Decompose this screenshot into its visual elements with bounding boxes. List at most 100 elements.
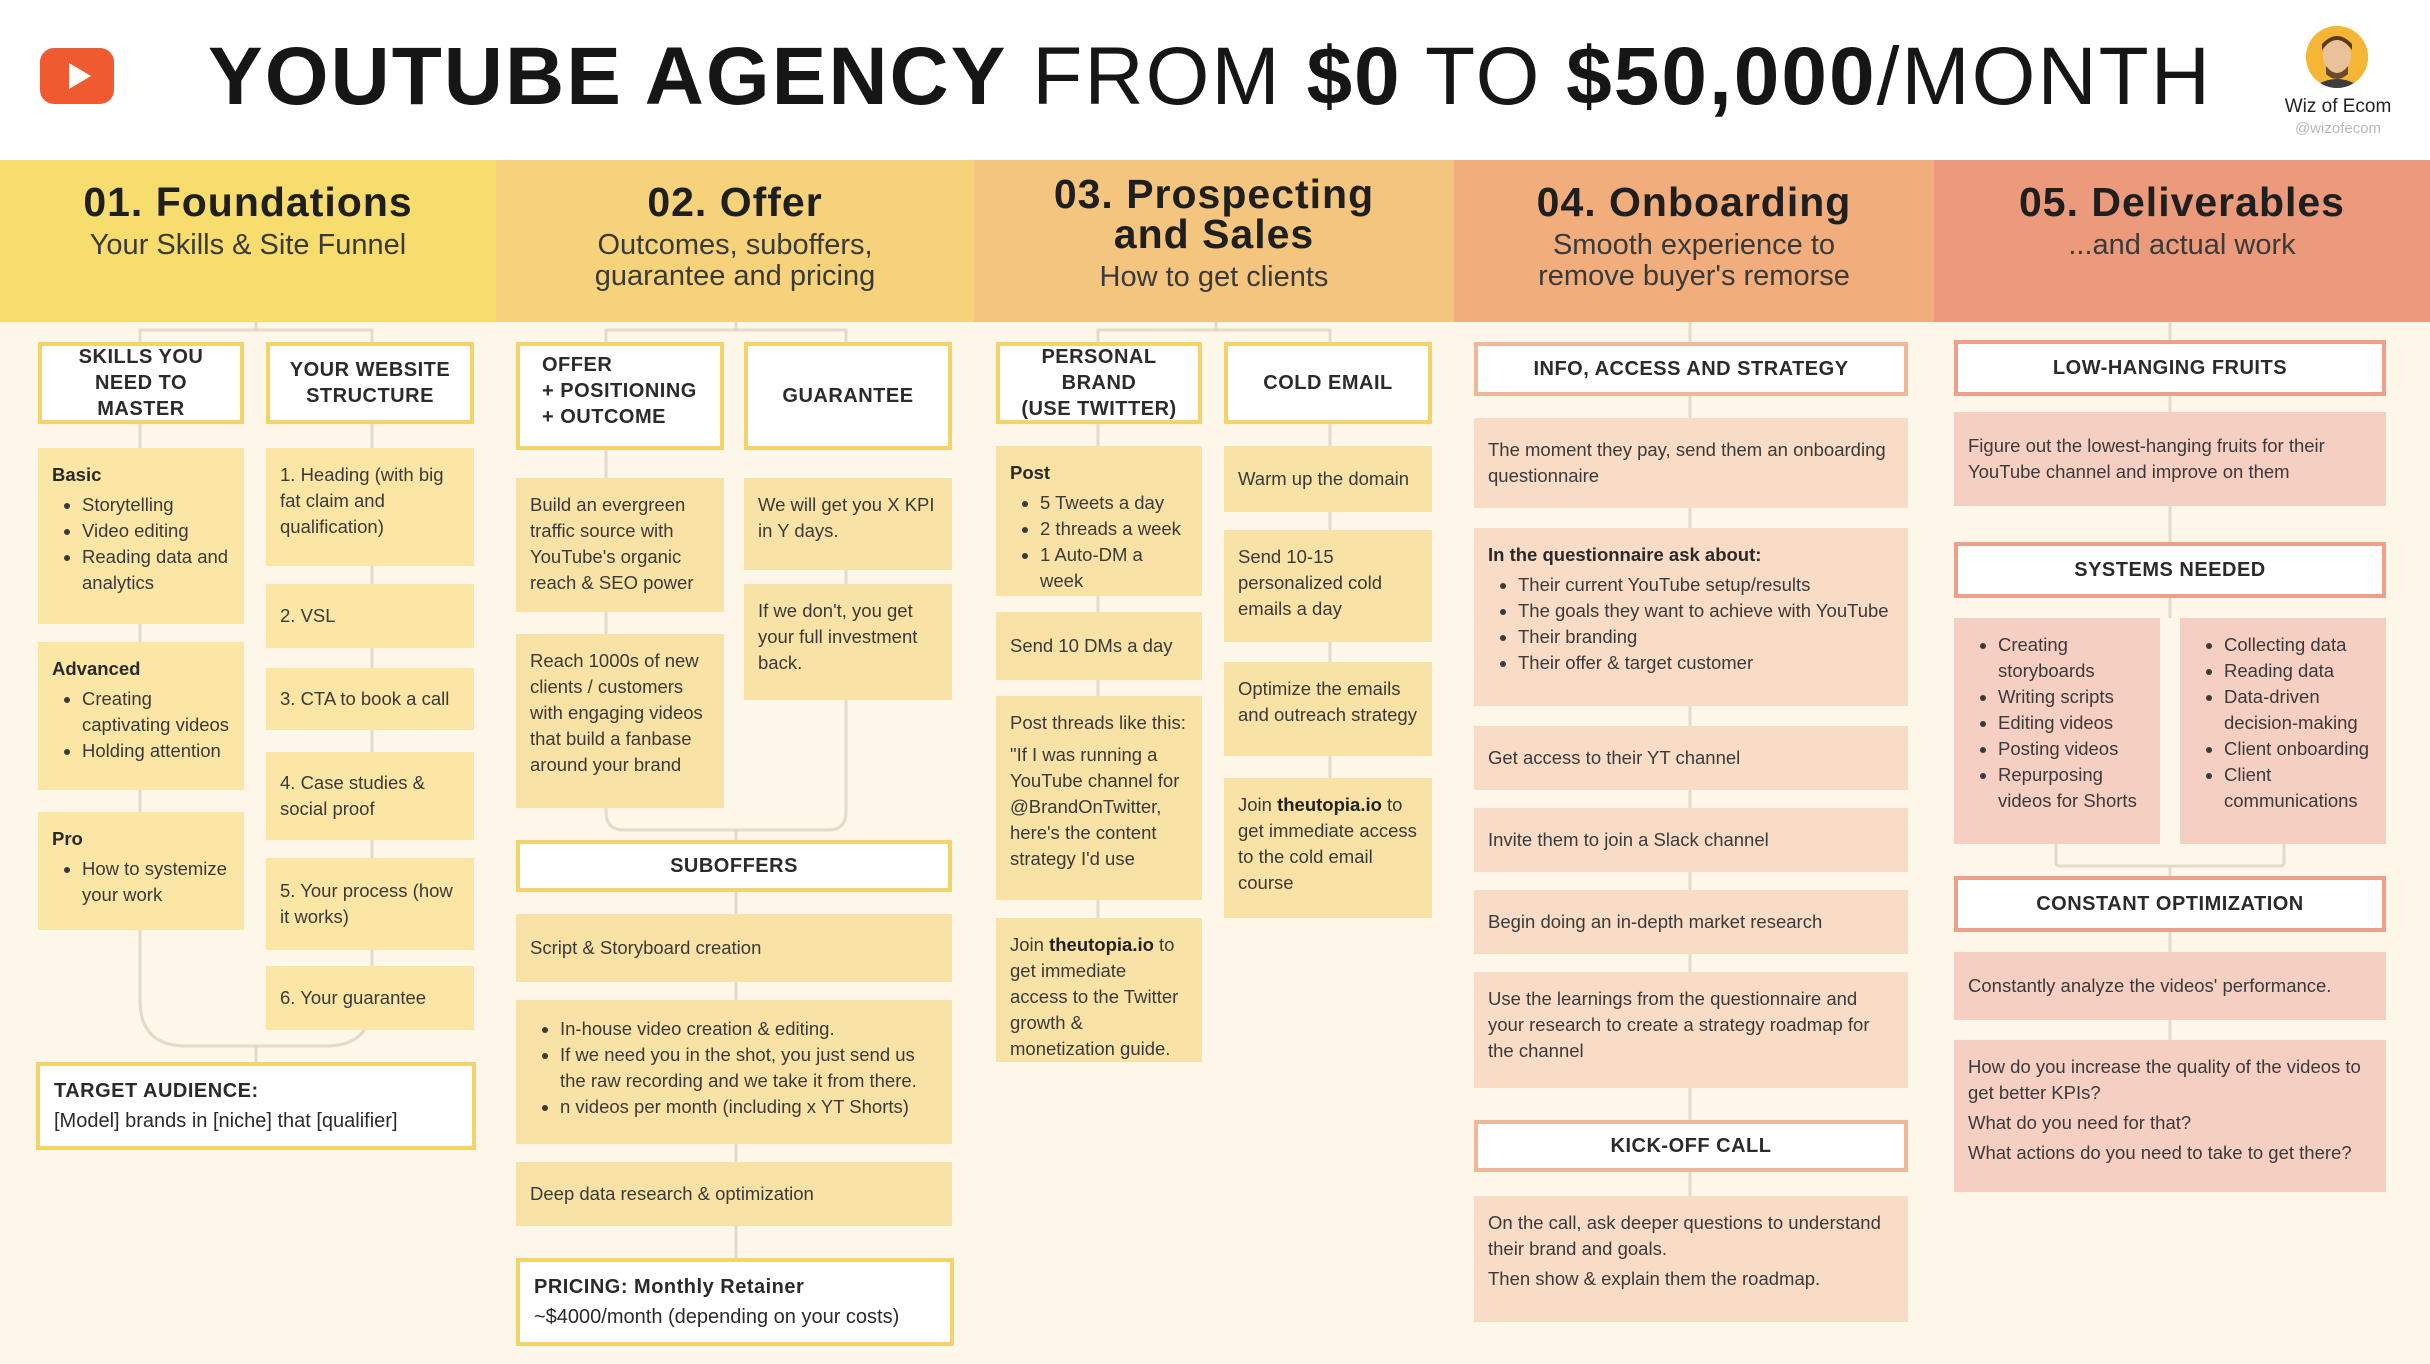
skills-header: SKILLS YOU NEED TO MASTER: [38, 342, 244, 424]
offer-header-line: + OUTCOME: [542, 406, 666, 428]
onboarding-step-access: Get access to their YT channel: [1474, 726, 1908, 790]
header: YOUTUBE AGENCY FROM $0 TO $50,000/MONTH …: [0, 0, 2430, 160]
column-subtitle: Smooth experience to remove buyer's remo…: [1538, 229, 1850, 292]
offer-card-1: Build an evergreen traffic source with Y…: [516, 478, 724, 612]
author-avatar: [2306, 26, 2368, 88]
cold-send-card: Send 10-15 personalized cold emails a da…: [1224, 530, 1432, 642]
questionnaire-card: In the questionnaire ask about: Their cu…: [1474, 528, 1908, 706]
list-item: 5 Tweets a day: [1040, 490, 1188, 516]
site-item-process: 5. Your process (how it works): [266, 858, 474, 950]
target-audience-label: TARGET AUDIENCE:: [54, 1080, 259, 1102]
list-item: Repurposing videos for Shorts: [1998, 762, 2146, 814]
low-hanging-fruits-card: Figure out the lowest-hanging fruits for…: [1954, 412, 2386, 506]
personal-brand-header: PERSONAL BRAND (USE TWITTER): [996, 342, 1202, 424]
column-subtitle: ...and actual work: [2068, 229, 2296, 261]
skill-level-title: Pro: [52, 828, 83, 849]
join-cold-email-card: Join theutopia.io to get immediate acces…: [1224, 778, 1432, 918]
column-title: 04. Onboarding: [1536, 179, 1852, 225]
cold-warmup-card: Warm up the domain: [1224, 446, 1432, 512]
suboffer-research: Deep data research & optimization: [516, 1162, 952, 1226]
site-item-cta: 3. CTA to book a call: [266, 668, 474, 730]
skills-advanced-card: Advanced Creating captivating videos Hol…: [38, 642, 244, 790]
kickoff-text: On the call, ask deeper questions to und…: [1488, 1212, 1881, 1259]
kickoff-text: Then show & explain them the roadmap.: [1488, 1268, 1821, 1289]
skill-list: Creating captivating videos Holding atte…: [52, 686, 230, 764]
column-subtitle: How to get clients: [1099, 261, 1329, 293]
dm-card: Send 10 DMs a day: [996, 612, 1202, 680]
skills-pro-card: Pro How to systemize your work: [38, 812, 244, 930]
column-title: 05. Deliverables: [2019, 179, 2345, 225]
post-title: Post: [1010, 462, 1051, 483]
site-item-case-studies: 4. Case studies & social proof: [266, 752, 474, 840]
list-item: Holding attention: [82, 738, 230, 764]
optimization-questions-card: How do you increase the quality of the v…: [1954, 1040, 2386, 1192]
list-item: Writing scripts: [1998, 684, 2146, 710]
join-text: Join: [1238, 794, 1278, 815]
join-text: Join: [1010, 934, 1050, 955]
list-item: If we need you in the shot, you just sen…: [560, 1042, 938, 1094]
systems-list: Collecting data Reading data Data-driven…: [2194, 632, 2372, 814]
page-title: YOUTUBE AGENCY FROM $0 TO $50,000/MONTH: [208, 31, 2212, 122]
list-item: Data-driven decision-making: [2224, 684, 2372, 736]
low-hanging-fruits-header: LOW-HANGING FRUITS: [1954, 340, 2386, 396]
list-item: 2 threads a week: [1040, 516, 1188, 542]
column-title: 01. Foundations: [83, 179, 413, 225]
column-subtitle: Outcomes, suboffers, guarantee and prici…: [594, 229, 876, 292]
systems-production-card: Creating storyboards Writing scripts Edi…: [1954, 618, 2160, 844]
offer-header-line: OFFER: [542, 354, 613, 376]
optimization-question: What do you need for that?: [1968, 1112, 2192, 1133]
list-item: Reading data and analytics: [82, 544, 230, 596]
threads-card: Post threads like this: "If I was runnin…: [996, 696, 1202, 900]
utopia-link[interactable]: theutopia.io: [1049, 934, 1154, 955]
systems-operations-card: Collecting data Reading data Data-driven…: [2180, 618, 2386, 844]
list-item: Collecting data: [2224, 632, 2372, 658]
guarantee-card-2: If we don't, you get your full investmen…: [744, 584, 952, 700]
list-item: In-house video creation & editing.: [560, 1016, 938, 1042]
offer-header: OFFER + POSITIONING + OUTCOME: [516, 342, 724, 450]
list-item: The goals they want to achieve with YouT…: [1518, 598, 1894, 624]
list-item: 1 Auto-DM a week: [1040, 542, 1188, 594]
column-header-deliverables: 05. Deliverables ...and actual work: [1934, 160, 2430, 322]
threads-intro: Post threads like this:: [1010, 712, 1186, 733]
list-item: Editing videos: [1998, 710, 2146, 736]
pricing-label: PRICING: Monthly Retainer: [534, 1276, 805, 1298]
guarantee-header: GUARANTEE: [744, 342, 952, 450]
column-title: 02. Offer: [647, 179, 823, 225]
suboffers-header: SUBOFFERS: [516, 840, 952, 892]
list-item: Client communications: [2224, 762, 2372, 814]
site-item-vsl: 2. VSL: [266, 584, 474, 648]
list-item: Creating captivating videos: [82, 686, 230, 738]
kickoff-call-header: KICK-OFF CALL: [1474, 1120, 1908, 1172]
list-item: Their current YouTube setup/results: [1518, 572, 1894, 598]
optimization-analyze-card: Constantly analyze the videos' performan…: [1954, 952, 2386, 1020]
column-header-prospecting: 03. Prospecting and Sales How to get cli…: [974, 160, 1454, 322]
optimization-question: What actions do you need to take to get …: [1968, 1142, 2352, 1163]
utopia-link[interactable]: theutopia.io: [1277, 794, 1382, 815]
list-item: How to systemize your work: [82, 856, 230, 908]
questionnaire-list: Their current YouTube setup/results The …: [1488, 572, 1894, 676]
list-item: Posting videos: [1998, 736, 2146, 762]
column-header-onboarding: 04. Onboarding Smooth experience to remo…: [1454, 160, 1934, 322]
list-item: Their branding: [1518, 624, 1894, 650]
column-subtitle: Your Skills & Site Funnel: [89, 229, 407, 261]
onboarding-step-research: Begin doing an in-depth market research: [1474, 890, 1908, 954]
list-item: Reading data: [2224, 658, 2372, 684]
target-audience-text: [Model] brands in [niche] that [qualifie…: [54, 1110, 398, 1132]
list-item: Creating storyboards: [1998, 632, 2146, 684]
post-list: 5 Tweets a day 2 threads a week 1 Auto-D…: [1010, 490, 1188, 594]
threads-quote: "If I was running a YouTube channel for …: [1010, 744, 1180, 869]
onboarding-step-roadmap: Use the learnings from the questionnaire…: [1474, 972, 1908, 1088]
systems-list: Creating storyboards Writing scripts Edi…: [1968, 632, 2146, 814]
offer-header-line: + POSITIONING: [542, 380, 697, 402]
join-text: to get immediate access to the Twitter g…: [1010, 934, 1179, 1059]
column-header-foundations: 01. Foundations Your Skills & Site Funne…: [0, 160, 496, 322]
guarantee-card-1: We will get you X KPI in Y days.: [744, 478, 952, 570]
post-card: Post 5 Tweets a day 2 threads a week 1 A…: [996, 446, 1202, 596]
target-audience-box: TARGET AUDIENCE: [Model] brands in [nich…: [36, 1062, 476, 1150]
skill-level-title: Advanced: [52, 658, 141, 679]
suboffer-script: Script & Storyboard creation: [516, 914, 952, 982]
suboffer-list: In-house video creation & editing. If we…: [530, 1016, 938, 1120]
youtube-logo-icon: [40, 48, 114, 104]
